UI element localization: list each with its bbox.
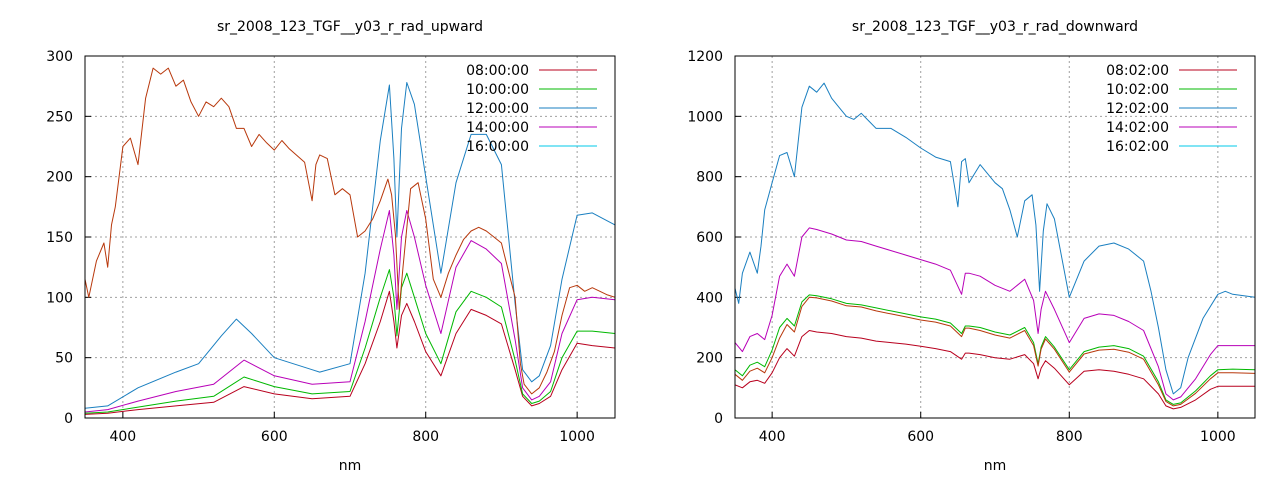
- legend-label: 08:02:00: [1106, 63, 1169, 79]
- x-tick-label: 600: [907, 429, 934, 445]
- series-line-3: [735, 227, 1255, 401]
- series-line-0: [85, 290, 615, 415]
- series-line-2: [735, 82, 1255, 395]
- chart-1: sr_2008_123_TGF__y03_r_rad_upward 0 50 100 1…: [46, 19, 616, 474]
- y-tick-label: 200: [696, 351, 723, 367]
- series-line-0: [735, 330, 1255, 410]
- plot-frame: [734, 55, 1256, 419]
- legend-label: 08:00:00: [466, 63, 529, 79]
- series-line-1: [735, 294, 1255, 405]
- y-tick-label: 1200: [687, 49, 723, 65]
- y-tick-label: 250: [46, 109, 73, 125]
- legend-label: 10:02:00: [1106, 82, 1169, 98]
- x-axis-label: nm: [984, 458, 1007, 474]
- x-tick-label: 600: [261, 429, 288, 445]
- y-tick-label: 100: [46, 290, 73, 306]
- legend-label: 12:02:00: [1106, 101, 1169, 117]
- series-line-2: [85, 82, 615, 409]
- x-axis-label: nm: [339, 458, 362, 474]
- series-line-1: [85, 269, 615, 414]
- x-tick-label: 400: [759, 429, 786, 445]
- y-tick-label: 150: [46, 230, 73, 246]
- plot-area: [85, 67, 615, 415]
- legend-label: 10:00:00: [466, 82, 529, 98]
- legend-label: 14:00:00: [466, 120, 529, 136]
- x-tick-label: 1000: [559, 429, 595, 445]
- y-tick-label: 400: [696, 290, 723, 306]
- y-tick-label: 50: [55, 351, 73, 367]
- chart-2: sr_2008_123_TGF__y03_r_rad_downward 0 200 4…: [687, 19, 1256, 474]
- y-tick-label: 300: [46, 49, 73, 65]
- chart-title: sr_2008_123_TGF__y03_r_rad_upward: [217, 19, 483, 35]
- plot-frame: [84, 55, 616, 419]
- series-line-overlay: [85, 67, 615, 395]
- legend-label: 14:02:00: [1106, 120, 1169, 136]
- legend-label: 16:02:00: [1106, 139, 1169, 155]
- y-tick-label: 200: [46, 170, 73, 186]
- y-tick-label: 1000: [687, 109, 723, 125]
- y-tick-label: 0: [714, 411, 723, 427]
- x-tick-label: 400: [109, 429, 136, 445]
- chart-title: sr_2008_123_TGF__y03_r_rad_downward: [852, 19, 1138, 35]
- plot-area: [735, 82, 1255, 410]
- x-tick-label: 1000: [1200, 429, 1236, 445]
- y-tick-label: 600: [696, 230, 723, 246]
- legend-label: 12:00:00: [466, 101, 529, 117]
- series-line-3: [85, 210, 615, 413]
- y-tick-label: 0: [64, 411, 73, 427]
- y-tick-label: 800: [696, 170, 723, 186]
- series-line-overlay: [735, 296, 1255, 407]
- x-tick-label: 800: [1056, 429, 1083, 445]
- x-tick-label: 800: [412, 429, 439, 445]
- legend-label: 16:00:00: [466, 139, 529, 155]
